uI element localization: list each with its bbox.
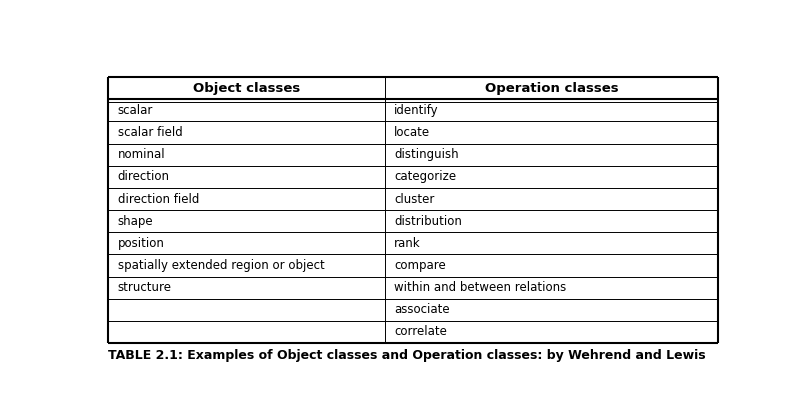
Text: identify: identify (394, 104, 439, 117)
Text: distribution: distribution (394, 215, 462, 228)
Text: cluster: cluster (394, 193, 434, 206)
Text: scalar: scalar (118, 104, 153, 117)
Text: Object classes: Object classes (193, 82, 300, 95)
Text: structure: structure (118, 281, 172, 294)
Text: within and between relations: within and between relations (394, 281, 567, 294)
Text: rank: rank (394, 237, 421, 250)
Text: correlate: correlate (394, 325, 447, 339)
Text: direction field: direction field (118, 193, 199, 206)
Text: spatially extended region or object: spatially extended region or object (118, 259, 324, 272)
Text: locate: locate (394, 126, 430, 139)
Text: nominal: nominal (118, 148, 165, 161)
Text: direction: direction (118, 170, 169, 183)
Text: scalar field: scalar field (118, 126, 182, 139)
Text: categorize: categorize (394, 170, 456, 183)
Text: TABLE 2.1: Examples of Object classes and Operation classes: by Wehrend and Lewi: TABLE 2.1: Examples of Object classes an… (108, 349, 706, 362)
Text: position: position (118, 237, 164, 250)
Text: Operation classes: Operation classes (484, 82, 618, 95)
Text: shape: shape (118, 215, 153, 228)
Text: distinguish: distinguish (394, 148, 459, 161)
Text: associate: associate (394, 303, 450, 316)
Text: compare: compare (394, 259, 446, 272)
